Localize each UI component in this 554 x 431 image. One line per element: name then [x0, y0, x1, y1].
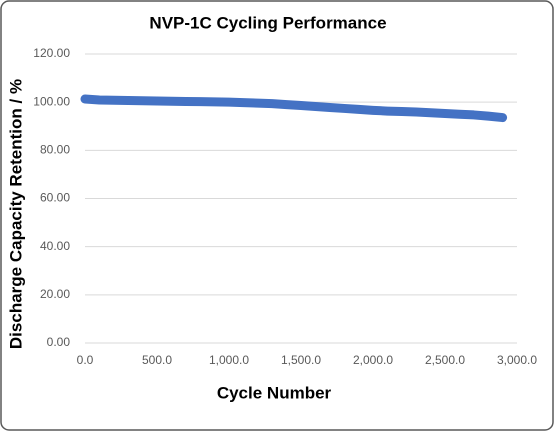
- x-tick-label: 500.0: [142, 353, 172, 367]
- x-tick-label: 0.0: [77, 353, 94, 367]
- data-line: [80, 94, 508, 123]
- y-axis-title: Discharge Capacity Retention / %: [6, 79, 25, 349]
- y-tick-label: 40.00: [40, 239, 70, 253]
- chart-title: NVP-1C Cycling Performance: [149, 13, 386, 32]
- y-tick-label: 0.00: [47, 335, 71, 349]
- x-tick-label: 2,500.0: [425, 353, 465, 367]
- y-tick-label: 20.00: [40, 287, 70, 301]
- x-tick-label: 1,000.0: [209, 353, 249, 367]
- y-tick-label: 120.00: [33, 46, 70, 60]
- x-tick-label: 2,000.0: [353, 353, 393, 367]
- x-tick-label: 3,000.0: [497, 353, 537, 367]
- y-tick-label: 100.00: [33, 94, 70, 108]
- x-axis-title: Cycle Number: [217, 383, 332, 402]
- y-tick-label: 60.00: [40, 191, 70, 205]
- x-tick-label: 1,500.0: [281, 353, 321, 367]
- y-tick-label: 80.00: [40, 143, 70, 157]
